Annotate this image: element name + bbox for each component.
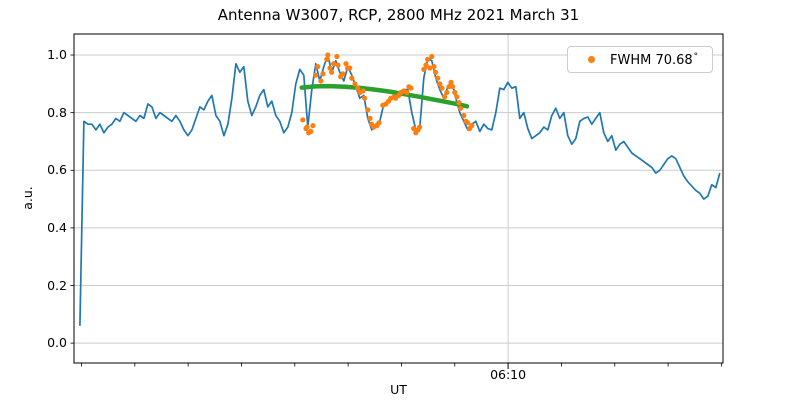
sample-point	[331, 61, 337, 67]
sample-point	[335, 62, 341, 68]
y-tick-label: 0.6	[47, 162, 67, 178]
y-tick-label: 1.0	[47, 47, 67, 63]
sample-point	[327, 65, 333, 71]
sample-point	[429, 53, 435, 60]
sample-point	[452, 89, 458, 96]
y-axis-label: a.u.	[20, 186, 35, 210]
sample-point	[315, 64, 321, 70]
sample-point	[360, 88, 366, 94]
sample-point	[408, 85, 414, 91]
sample-point	[320, 71, 326, 77]
sample-point	[310, 123, 316, 129]
sample-point	[352, 81, 358, 87]
sample-point	[340, 71, 346, 77]
sample-point	[433, 69, 439, 75]
sample-point	[431, 64, 437, 70]
sample-point	[417, 124, 423, 130]
sample-point	[304, 124, 310, 130]
sample-point	[313, 72, 319, 78]
sample-point	[318, 78, 324, 84]
sample-point	[334, 53, 340, 60]
x-axis-label: UT	[390, 382, 407, 397]
sample-point	[444, 89, 450, 96]
sample-point	[465, 120, 471, 126]
degree-symbol: °	[693, 51, 699, 62]
sample-point	[425, 56, 431, 63]
sample-point	[308, 128, 314, 134]
sample-point	[347, 65, 353, 71]
legend-marker-dot-icon	[588, 56, 595, 63]
y-tick-label: 0.2	[47, 277, 67, 293]
sample-point	[450, 84, 456, 90]
chart-title: Antenna W3007, RCP, 2800 MHz 2021 March …	[217, 6, 580, 24]
sample-point	[446, 84, 452, 90]
sample-point	[355, 85, 361, 91]
sample-point	[349, 75, 355, 81]
sample-point	[458, 105, 464, 111]
sample-point	[404, 89, 410, 96]
sample-point	[376, 120, 382, 126]
sample-point	[325, 52, 331, 58]
sample-point	[427, 65, 433, 71]
x-tick-label: 06:10	[490, 367, 527, 382]
sample-point	[324, 56, 330, 63]
sample-point	[456, 100, 462, 106]
sample-point	[365, 107, 371, 113]
legend: FWHM 70.68°	[567, 46, 713, 73]
sample-point	[362, 95, 368, 101]
sample-point	[343, 61, 349, 67]
y-tick-label: 0.8	[47, 104, 67, 120]
sample-point	[300, 117, 306, 123]
sample-point	[461, 112, 467, 119]
sample-point	[442, 94, 448, 100]
sample-point	[448, 79, 454, 85]
sample-point	[423, 62, 429, 68]
y-tick-label: 0.0	[47, 335, 67, 351]
sample-point	[421, 66, 427, 72]
fit-line	[299, 83, 470, 109]
y-tick-label: 0.4	[47, 219, 67, 235]
sample-point	[439, 85, 445, 91]
axes-spines	[73, 33, 724, 364]
sample-point	[367, 115, 373, 121]
legend-label: FWHM 70.68°	[610, 51, 699, 68]
sample-point	[469, 123, 475, 129]
sample-point	[411, 125, 417, 132]
sample-point	[329, 69, 335, 75]
sample-point	[435, 75, 441, 81]
sample-point	[454, 94, 460, 100]
sample-point	[437, 81, 443, 87]
